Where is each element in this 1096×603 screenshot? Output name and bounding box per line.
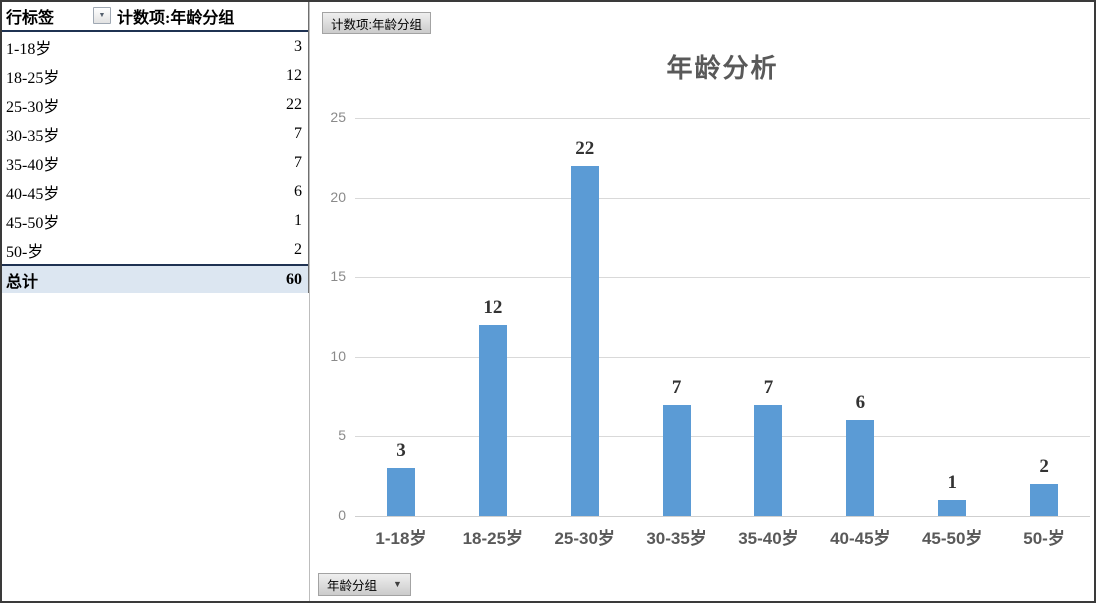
total-value: 60: [286, 270, 302, 288]
bar[interactable]: [1030, 484, 1059, 516]
row-label-cell[interactable]: 45-50岁: [6, 214, 60, 232]
row-value-cell[interactable]: 1: [294, 211, 302, 229]
row-labels-filter-button[interactable]: ▼: [93, 7, 111, 24]
row-labels-header: 行标签: [6, 10, 55, 27]
value-field-header: 计数项:年龄分组: [117, 10, 235, 27]
gridline: [355, 277, 1090, 279]
y-tick-label: 5: [338, 427, 346, 444]
table-row[interactable]: 25-30岁 22: [2, 90, 308, 119]
row-value-cell[interactable]: 7: [294, 153, 302, 171]
table-row[interactable]: 18-25岁 12: [2, 61, 308, 90]
gridline: [355, 436, 1090, 438]
row-label-cell[interactable]: 1-18岁: [6, 40, 52, 58]
data-label: 6: [855, 392, 866, 414]
row-value-cell[interactable]: 2: [294, 240, 302, 258]
x-tick-label: 30-35岁: [646, 529, 707, 548]
data-label: 7: [671, 376, 682, 398]
bar[interactable]: [938, 500, 967, 516]
row-value-cell[interactable]: 3: [294, 37, 302, 55]
axis-field-button[interactable]: 年龄分组 ▼: [318, 573, 411, 596]
row-label-cell[interactable]: 30-35岁: [6, 127, 60, 145]
axis-chevron-down-icon: ▼: [393, 579, 402, 589]
bar[interactable]: [478, 324, 507, 516]
y-tick-label: 15: [330, 268, 346, 285]
pivot-chart-pane: 计数项:年龄分组 年龄分析 3 12 22 7 7 6 1 2 0 5 10 15 20 25 1-18…: [310, 2, 1094, 601]
gridline: [355, 118, 1090, 119]
table-row[interactable]: 30-35岁 7: [2, 119, 308, 148]
x-tick-label: 25-30岁: [554, 529, 615, 548]
bar[interactable]: [662, 404, 691, 516]
table-row[interactable]: 50-岁 2: [2, 235, 308, 264]
table-row[interactable]: 45-50岁 1: [2, 206, 308, 235]
x-axis-line: [355, 516, 1090, 517]
table-row[interactable]: 40-45岁 6: [2, 177, 308, 206]
data-label: 22: [575, 137, 595, 159]
x-tick-label: 18-25岁: [462, 529, 524, 548]
data-label: 3: [396, 440, 406, 462]
pivot-header-row: 行标签 ▼ 计数项:年龄分组: [2, 2, 308, 32]
x-tick-label: 45-50岁: [921, 529, 983, 548]
y-tick-label: 10: [330, 347, 346, 364]
gridline: [355, 197, 1090, 199]
total-label: 总计: [6, 273, 39, 291]
x-tick-label: 35-40岁: [738, 529, 799, 548]
bar[interactable]: [846, 420, 875, 516]
bar[interactable]: [570, 165, 599, 516]
pivot-rows: 1-18岁 3 18-25岁 12 25-30岁 22 30-35岁 7 35-40岁 7 40-4…: [2, 32, 308, 264]
row-value-cell[interactable]: 12: [286, 66, 302, 84]
gridline: [355, 356, 1090, 358]
pivot-total-row[interactable]: 总计 60: [2, 264, 308, 293]
filter-chevron-down-icon: ▼: [98, 12, 106, 19]
table-row[interactable]: 1-18岁 3: [2, 32, 308, 61]
row-label-cell[interactable]: 25-30岁: [6, 98, 60, 116]
y-tick-label: 25: [330, 109, 346, 125]
row-value-cell[interactable]: 7: [294, 124, 302, 142]
value-field-button[interactable]: 计数项:年龄分组: [322, 12, 431, 34]
table-row[interactable]: 35-40岁 7: [2, 148, 308, 177]
row-label-cell[interactable]: 35-40岁: [6, 156, 60, 174]
pivot-table-pane: 行标签 ▼ 计数项:年龄分组 1-18岁 3 18-25岁 12 25-30岁 22 30-…: [2, 2, 310, 601]
data-label: 7: [763, 376, 774, 398]
row-label-cell[interactable]: 50-岁: [6, 243, 44, 261]
pivot-table: 行标签 ▼ 计数项:年龄分组 1-18岁 3 18-25岁 12 25-30岁 22 30-…: [2, 2, 309, 293]
row-value-cell[interactable]: 6: [294, 182, 302, 200]
axis-field-button-label: 年龄分组: [327, 579, 378, 593]
data-label: 12: [483, 296, 503, 318]
y-tick-label: 20: [330, 188, 346, 205]
x-tick-label: 50-岁: [1023, 529, 1065, 548]
row-value-cell[interactable]: 22: [286, 95, 302, 113]
plot-area: 3 12 22 7 7 6 1 2: [355, 118, 1090, 517]
x-tick-label: 40-45岁: [830, 529, 891, 548]
data-label: 1: [947, 472, 957, 494]
chart-title: 年龄分析: [666, 53, 779, 83]
value-field-button-label: 计数项:年龄分组: [331, 17, 422, 32]
bar[interactable]: [386, 468, 415, 516]
row-label-cell[interactable]: 40-45岁: [6, 185, 60, 203]
x-tick-label: 1-18岁: [375, 529, 427, 548]
data-label: 2: [1039, 456, 1049, 478]
bar[interactable]: [754, 404, 783, 516]
y-tick-label: 0: [338, 507, 346, 523]
row-label-cell[interactable]: 18-25岁: [6, 69, 60, 87]
